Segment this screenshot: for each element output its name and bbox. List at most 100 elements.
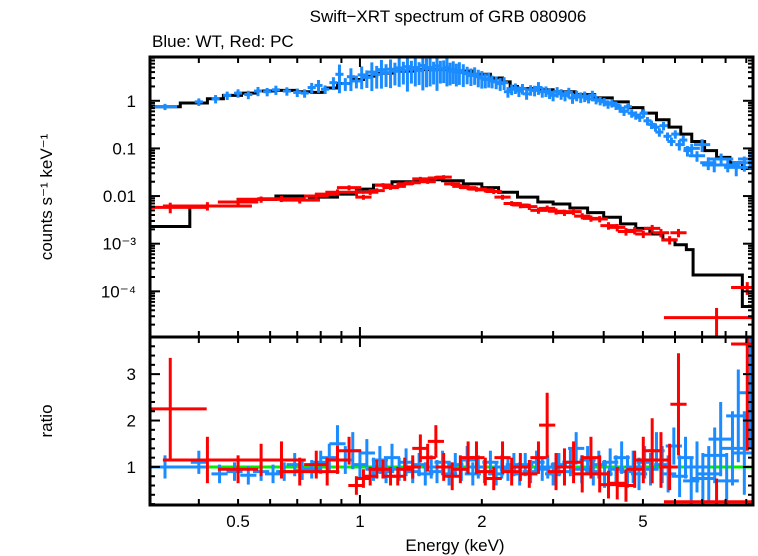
spectrum-wt-data-point <box>234 89 243 98</box>
spectrum-wt-data-point <box>500 77 509 91</box>
ratio-pc-data-point <box>404 455 421 479</box>
spectrum-wt-data-point <box>352 75 361 89</box>
spectrum-wt-data-point <box>655 128 664 137</box>
ratio-wt-data-point <box>684 441 710 493</box>
ratio-pc-data-point <box>661 443 678 491</box>
spectrum-wt-data-point <box>321 85 330 94</box>
ratio-pc-data-point <box>419 443 436 472</box>
ratio-pc-data-point <box>521 459 538 488</box>
spectrum-wt-data-point <box>372 65 381 89</box>
spectrum-wt-data-point <box>152 103 178 111</box>
spectrum-wt-data-point <box>341 78 350 91</box>
x-tick-labels: 0.5 1 2 5 <box>226 512 647 531</box>
spectrum-wt-data-point <box>623 102 632 112</box>
ratio-pc-data-point <box>582 436 600 479</box>
spectrum-pc-data-point <box>644 224 661 233</box>
ratio-wt-data-point <box>226 462 243 481</box>
spectrum-wt-data-point <box>518 84 527 95</box>
ratio-wt-data-point <box>702 427 727 484</box>
spectrum-pc-data-point <box>404 180 421 185</box>
spectrum-wt-data-point <box>194 98 203 106</box>
ratio-pc-data-point <box>494 441 511 474</box>
ratio-pc-data-point <box>626 450 643 488</box>
ratio-wt-data-point <box>568 432 585 465</box>
ratio-wt-data-point <box>358 439 375 467</box>
plot-frames <box>148 55 755 507</box>
x-tick-label: 1 <box>355 512 364 531</box>
ratio-wt-data-point <box>690 453 716 505</box>
spectrum-wt-data-point <box>282 87 291 96</box>
ratio-pc-data-point <box>396 457 413 481</box>
spectrum-wt-data-point <box>659 121 668 131</box>
spectrum-wt-data-point <box>223 91 232 100</box>
ratio-y-tick-label: 3 <box>127 365 136 384</box>
spectrum-wt-data-point <box>390 62 399 86</box>
ratio-wt-data-point <box>720 411 745 486</box>
ratio-pc-data-point <box>468 441 485 474</box>
spectrum-wt-data-point <box>679 135 688 146</box>
spectrum-pc-data-point <box>503 201 520 207</box>
spectrum-pc-data-point <box>731 282 753 295</box>
spectrum-wt-data-point <box>367 62 376 92</box>
ratio-pc-data-point <box>652 432 670 488</box>
spectrum-pc-data-point <box>626 226 643 235</box>
spectrum-panel: 1 0.1 0.01 10⁻³ 10⁻⁴ counts s⁻¹ keV⁻¹ <box>37 56 753 337</box>
ratio-pc-data-point <box>336 436 362 465</box>
ratio-pc-data-point <box>635 436 652 484</box>
spectrum-pc-data-point <box>670 228 687 238</box>
x-tick-label: 0.5 <box>226 512 250 531</box>
spectrum-wt-data-point <box>362 70 371 88</box>
ratio-pc-data-point <box>477 457 494 486</box>
ratio-wt-data-point <box>708 401 733 477</box>
ratio-pc-data-point <box>539 392 556 458</box>
ratio-pc-data-point <box>574 455 591 493</box>
ratio-wt-data-point <box>264 464 282 484</box>
spectrum-pc-data-point <box>512 202 529 209</box>
ratio-pc-data-point <box>644 418 661 484</box>
spectrum-pc-data-point <box>279 197 320 204</box>
spectrum-pc-data-point <box>477 187 494 193</box>
spectrum-wt-data-point <box>211 95 220 104</box>
spectrum-y-tick-label: 10⁻⁴ <box>101 282 136 301</box>
ratio-pc-data-point <box>452 455 469 484</box>
ratio-pc-data-point <box>279 457 320 486</box>
spectrum-pc-data-point <box>539 205 556 212</box>
x-axis-label: Energy (keV) <box>405 536 504 555</box>
spectrum-y-tick-label: 0.1 <box>112 139 136 158</box>
ratio-pc-data-point <box>609 466 626 500</box>
ratio-pc-data-point <box>444 462 461 491</box>
spectrum-wt-data-point <box>386 59 395 89</box>
spectrum-pc-data-point <box>435 175 452 180</box>
ratio-pc-data-point <box>565 441 582 484</box>
ratio-pc-data-point <box>591 455 608 493</box>
spectrum-wt-data-point <box>314 80 323 93</box>
spectrum-y-tick-label: 0.01 <box>103 187 136 206</box>
ratio-y-tick-label: 1 <box>127 458 136 477</box>
spectrum-pc-data-point <box>485 189 502 195</box>
spectrum-wt-data-point <box>253 86 263 97</box>
spectrum-pc-data-point <box>574 213 591 220</box>
spectrum-pc-data-point <box>521 203 538 210</box>
spectrum-pc-data-point <box>348 189 365 195</box>
spectrum-wt-data-point <box>346 68 355 92</box>
spectrum-wt-data-point <box>244 90 253 100</box>
ratio-wt-data-point <box>660 455 677 493</box>
spectrum-wt-data-point <box>667 137 676 147</box>
spectrum-pc-data-point <box>652 228 670 238</box>
spectrum-data <box>150 57 753 337</box>
ratio-pc-data-point <box>530 441 547 474</box>
ratio-wt-data-point <box>321 443 338 472</box>
spectrum-wt-data-point <box>357 66 366 90</box>
spectrum-wt-data-point <box>688 151 706 162</box>
ratio-ylabel: ratio <box>37 404 56 437</box>
spectrum-wt-data-point <box>377 59 386 89</box>
spectrum-wt-data-point <box>683 143 700 155</box>
ratio-pc-data-point <box>670 353 687 456</box>
spectrum-pc-data-point <box>663 307 753 337</box>
spectrum-ylabel: counts s⁻¹ keV⁻¹ <box>37 133 56 260</box>
ratio-pc-data-point <box>503 457 520 486</box>
spectrum-wt-data-point <box>694 139 711 153</box>
ratio-pc-data-point <box>315 457 340 486</box>
spectrum-pc-data-point <box>368 188 385 194</box>
